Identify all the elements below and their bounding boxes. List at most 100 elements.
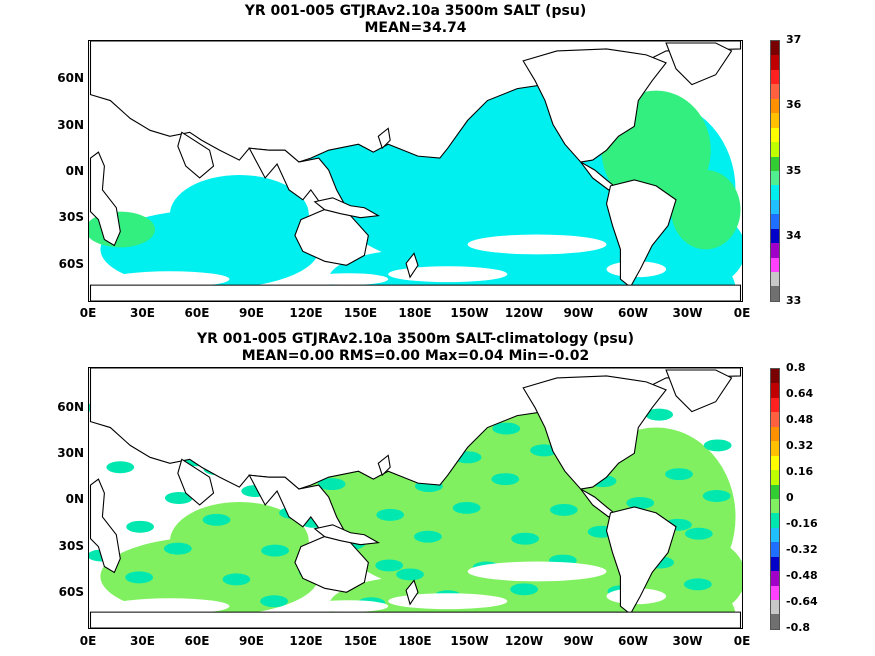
colorbar-segment	[771, 214, 779, 229]
colorbar-segment	[771, 84, 779, 99]
colorbar-segment	[771, 170, 779, 186]
colorbar-segment	[771, 228, 779, 244]
colorbar-label: -0.64	[786, 595, 818, 608]
colorbar-label: 0.16	[786, 465, 814, 478]
lon-label: 90W	[563, 306, 594, 320]
colorbar-label: -0.8	[786, 621, 811, 634]
colorbar-segment	[771, 185, 779, 200]
lon-label: 180E	[398, 306, 432, 320]
ocean-patch	[702, 490, 731, 502]
ocean-patch	[626, 497, 655, 509]
colorbar-label: 0.48	[786, 413, 814, 426]
colorbar-segment	[771, 484, 779, 499]
ocean-patch	[110, 598, 230, 615]
coastline	[177, 458, 215, 506]
lon-label: 0E	[733, 634, 751, 648]
coastline	[89, 284, 742, 301]
lon-label: 30E	[130, 306, 155, 320]
colorbar-segment	[771, 441, 779, 456]
colorbar-segment	[771, 397, 779, 413]
ocean-patch	[125, 571, 154, 584]
lat-label: 60S	[58, 257, 84, 271]
lon-label: 150E	[343, 634, 378, 648]
map-canvas	[89, 368, 742, 628]
lon-label: 150E	[343, 306, 378, 320]
colorbar-segment	[771, 556, 779, 572]
lat-label: 60S	[58, 585, 84, 599]
lon-label: 60E	[184, 306, 210, 320]
ocean-patch	[491, 473, 520, 486]
colorbar-segment	[771, 257, 779, 272]
ocean-patch	[646, 536, 742, 617]
colorbar-segment	[771, 55, 779, 70]
coastline	[377, 454, 391, 477]
ocean-patch	[511, 532, 540, 545]
colorbar	[770, 40, 780, 302]
coastline	[89, 151, 121, 247]
ocean-patch	[110, 271, 230, 288]
ocean-patch	[452, 501, 481, 514]
ocean-patch	[467, 234, 607, 255]
ocean-patch	[510, 583, 539, 596]
colorbar-label: -0.32	[786, 543, 818, 556]
salinity-anomaly-map	[88, 367, 743, 629]
lon-label: 90E	[239, 306, 264, 320]
colorbar-segment	[771, 527, 779, 543]
ocean-patch	[684, 527, 713, 540]
lon-label: 90E	[239, 634, 264, 648]
colorbar-segment	[771, 286, 779, 301]
lon-label: 0E	[79, 306, 97, 320]
ocean-patch	[376, 508, 405, 521]
lat-label: 30N	[57, 118, 84, 132]
ocean-patch	[126, 520, 155, 533]
ocean-patch	[169, 174, 309, 255]
ocean-patch	[261, 544, 289, 557]
lon-label: 0E	[79, 634, 97, 648]
colorbar-segment	[771, 69, 779, 85]
lat-label: 30N	[57, 446, 84, 460]
ocean-patch	[467, 561, 607, 582]
ocean-patch	[388, 593, 508, 610]
colorbar-label: 0.32	[786, 439, 814, 452]
colorbar-segment	[771, 142, 779, 157]
coastline	[665, 369, 733, 413]
colorbar-segment	[771, 41, 779, 56]
lat-label: 30S	[58, 539, 84, 553]
lon-label: 150W	[450, 634, 489, 648]
coastline	[89, 611, 742, 628]
colorbar-segment	[771, 272, 779, 287]
lon-label: 60W	[618, 634, 648, 648]
coastline	[89, 478, 121, 574]
lon-label: 120W	[504, 634, 544, 648]
colorbar-segment	[771, 542, 779, 557]
colorbar-label: 0.8	[786, 361, 806, 374]
lon-label: 30W	[672, 634, 703, 648]
ocean-patch	[202, 513, 231, 526]
colorbar-segment	[771, 113, 779, 128]
ocean-patch	[530, 444, 558, 457]
coastline	[377, 127, 391, 150]
colorbar-segment	[771, 513, 779, 528]
ocean-patch	[683, 578, 712, 591]
ocean-patch	[308, 273, 389, 286]
lon-label: 120E	[289, 634, 323, 648]
lon-label: 150W	[450, 306, 489, 320]
lon-label: 30E	[130, 634, 155, 648]
ocean-patch	[260, 595, 288, 608]
colorbar-segment	[771, 156, 779, 171]
lat-label: 0N	[65, 492, 84, 506]
coastline	[522, 375, 667, 490]
colorbar-segment	[771, 571, 779, 586]
ocean-patch	[645, 408, 674, 421]
colorbar-label: 33	[786, 294, 802, 307]
lat-label: 30S	[58, 210, 84, 224]
ocean-patch	[549, 503, 578, 516]
map-canvas	[89, 41, 742, 301]
colorbar-label: 0.64	[786, 387, 814, 400]
ocean-patch	[222, 573, 251, 586]
colorbar-segment	[771, 614, 779, 629]
ocean-patch	[308, 600, 389, 613]
lon-label: 180E	[398, 634, 432, 648]
lat-label: 60N	[57, 71, 84, 85]
colorbar-segment	[771, 98, 779, 114]
